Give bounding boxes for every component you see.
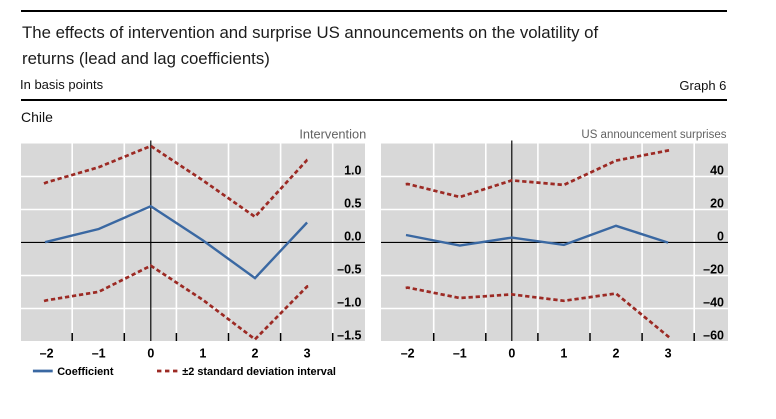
svg-text:–1: –1	[453, 346, 467, 360]
svg-text:±2 standard deviation interval: ±2 standard deviation interval	[182, 366, 336, 378]
svg-text:20: 20	[710, 197, 724, 211]
svg-text:0: 0	[147, 346, 154, 360]
svg-text:2: 2	[613, 346, 620, 360]
svg-text:0: 0	[717, 230, 724, 244]
svg-text:US announcement surprises: US announcement surprises	[581, 129, 726, 141]
svg-text:1: 1	[199, 346, 206, 360]
svg-text:–20: –20	[703, 263, 724, 277]
svg-text:–0.5: –0.5	[337, 263, 361, 277]
svg-text:–1.0: –1.0	[337, 296, 361, 310]
svg-text:3: 3	[665, 346, 672, 360]
svg-text:–60: –60	[703, 329, 724, 343]
svg-text:–2: –2	[40, 346, 54, 360]
svg-text:0: 0	[508, 346, 515, 360]
svg-text:Intervention: Intervention	[299, 126, 366, 141]
svg-text:3: 3	[304, 346, 311, 360]
svg-text:–40: –40	[703, 296, 724, 310]
svg-text:–1: –1	[92, 346, 106, 360]
svg-text:40: 40	[710, 164, 724, 178]
svg-text:Coefficient: Coefficient	[57, 366, 114, 378]
svg-text:0.0: 0.0	[344, 230, 361, 244]
svg-text:0.5: 0.5	[344, 197, 361, 211]
svg-text:–2: –2	[401, 346, 415, 360]
svg-text:2: 2	[252, 346, 259, 360]
svg-text:1: 1	[560, 346, 567, 360]
svg-text:–1.5: –1.5	[337, 329, 361, 343]
svg-text:1.0: 1.0	[344, 164, 361, 178]
